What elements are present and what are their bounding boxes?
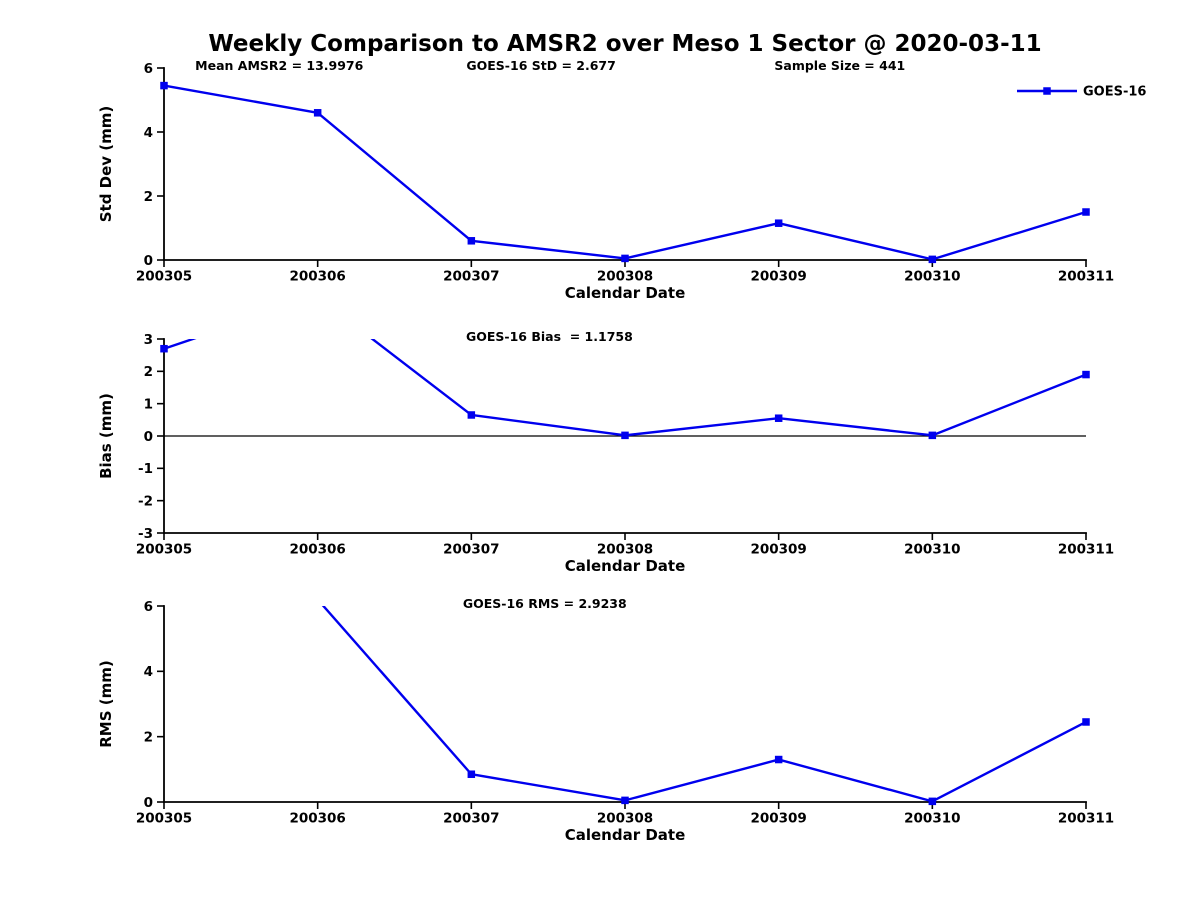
- y-axis-label: Bias (mm): [97, 393, 115, 479]
- data-marker: [774, 219, 783, 227]
- x-tick-label: 200305: [136, 811, 192, 827]
- y-tick-label: 2: [144, 364, 153, 380]
- y-tick-label: 3: [144, 332, 153, 348]
- data-line: [163, 339, 1087, 437]
- y-tick-label: -2: [138, 493, 153, 509]
- y-tick-label: -1: [138, 461, 153, 477]
- x-tick-label: 200311: [1058, 269, 1114, 285]
- y-axis-label: Std Dev (mm): [97, 106, 115, 223]
- x-tick-label: 200307: [443, 542, 499, 558]
- annotation: GOES-16 Bias = 1.1758: [466, 329, 633, 344]
- y-tick-label: 4: [144, 664, 153, 680]
- data-marker: [313, 109, 322, 117]
- data-marker: [314, 596, 322, 604]
- figure-title: Weekly Comparison to AMSR2 over Meso 1 S…: [208, 31, 1042, 57]
- x-tick-label: 200307: [443, 269, 499, 285]
- annotation: Mean AMSR2 = 13.9976: [195, 58, 363, 73]
- x-axis-label: Calendar Date: [565, 826, 686, 844]
- data-marker: [621, 796, 629, 805]
- x-tick-label: 200310: [904, 811, 960, 827]
- legend: GOES-16: [1017, 85, 1146, 100]
- x-tick-label: 200305: [136, 542, 192, 558]
- series-goes-16: [160, 293, 1090, 440]
- x-tick-label: 200307: [443, 811, 499, 827]
- data-marker: [1082, 370, 1090, 379]
- x-tick-label: 200311: [1058, 811, 1114, 827]
- x-axis-label: Calendar Date: [565, 284, 686, 302]
- data-marker: [928, 797, 937, 806]
- data-marker: [467, 411, 476, 419]
- data-marker: [160, 598, 168, 606]
- legend-label: GOES-16: [1083, 85, 1146, 100]
- x-tick-label: 200311: [1058, 542, 1114, 558]
- y-tick-label: 1: [144, 396, 153, 412]
- subplot-rms-mm: 200305 200306 200307 200308 200309 200310 2003…: [97, 596, 1114, 844]
- y-tick-label: -3: [138, 526, 153, 542]
- data-marker: [1082, 208, 1090, 216]
- series-goes-16: [160, 81, 1090, 264]
- y-tick-label: 2: [144, 729, 153, 745]
- data-marker: [774, 755, 783, 764]
- y-tick-label: 6: [144, 599, 153, 615]
- data-marker: [1082, 718, 1090, 726]
- y-axis-label: RMS (mm): [97, 660, 115, 747]
- y-tick-label: 0: [144, 795, 153, 811]
- x-tick-label: 200308: [597, 542, 653, 558]
- x-tick-label: 200309: [750, 269, 806, 285]
- x-tick-label: 200310: [904, 269, 960, 285]
- data-marker: [467, 237, 476, 245]
- x-tick-label: 200308: [597, 811, 653, 827]
- data-marker: [467, 770, 476, 778]
- x-tick-label: 200309: [750, 811, 806, 827]
- annotation: GOES-16 StD = 2.677: [466, 58, 615, 73]
- y-tick-label: 0: [144, 429, 153, 445]
- subplot-bias-mm: 200305 200306 200307 200308 200309 200310 2003…: [97, 293, 1114, 575]
- x-tick-label: 200308: [597, 269, 653, 285]
- legend-marker: [1043, 87, 1051, 95]
- data-marker: [160, 344, 168, 353]
- data-marker: [160, 81, 168, 90]
- x-tick-label: 200306: [289, 542, 345, 558]
- series-goes-16: [160, 596, 1090, 806]
- y-tick-label: 2: [144, 189, 153, 205]
- data-line: [321, 606, 1087, 803]
- x-tick-label: 200305: [136, 269, 192, 285]
- x-tick-label: 200309: [750, 542, 806, 558]
- data-marker: [621, 254, 629, 263]
- x-tick-label: 200310: [904, 542, 960, 558]
- subplot-std-dev-mm: 200305 200306 200307 200308 200309 200310 2003…: [97, 58, 1146, 302]
- data-marker: [774, 414, 783, 422]
- data-marker: [928, 431, 937, 440]
- data-line: [163, 84, 1087, 261]
- x-tick-label: 200306: [289, 269, 345, 285]
- x-tick-label: 200306: [289, 811, 345, 827]
- data-marker: [314, 293, 322, 301]
- y-tick-label: 0: [144, 253, 153, 269]
- annotation: GOES-16 RMS = 2.9238: [463, 596, 627, 611]
- data-marker: [928, 255, 937, 264]
- y-tick-label: 6: [144, 61, 153, 77]
- data-marker: [621, 431, 629, 440]
- annotation: Sample Size = 441: [774, 58, 905, 73]
- x-axis-label: Calendar Date: [565, 557, 686, 575]
- y-tick-label: 4: [144, 125, 153, 141]
